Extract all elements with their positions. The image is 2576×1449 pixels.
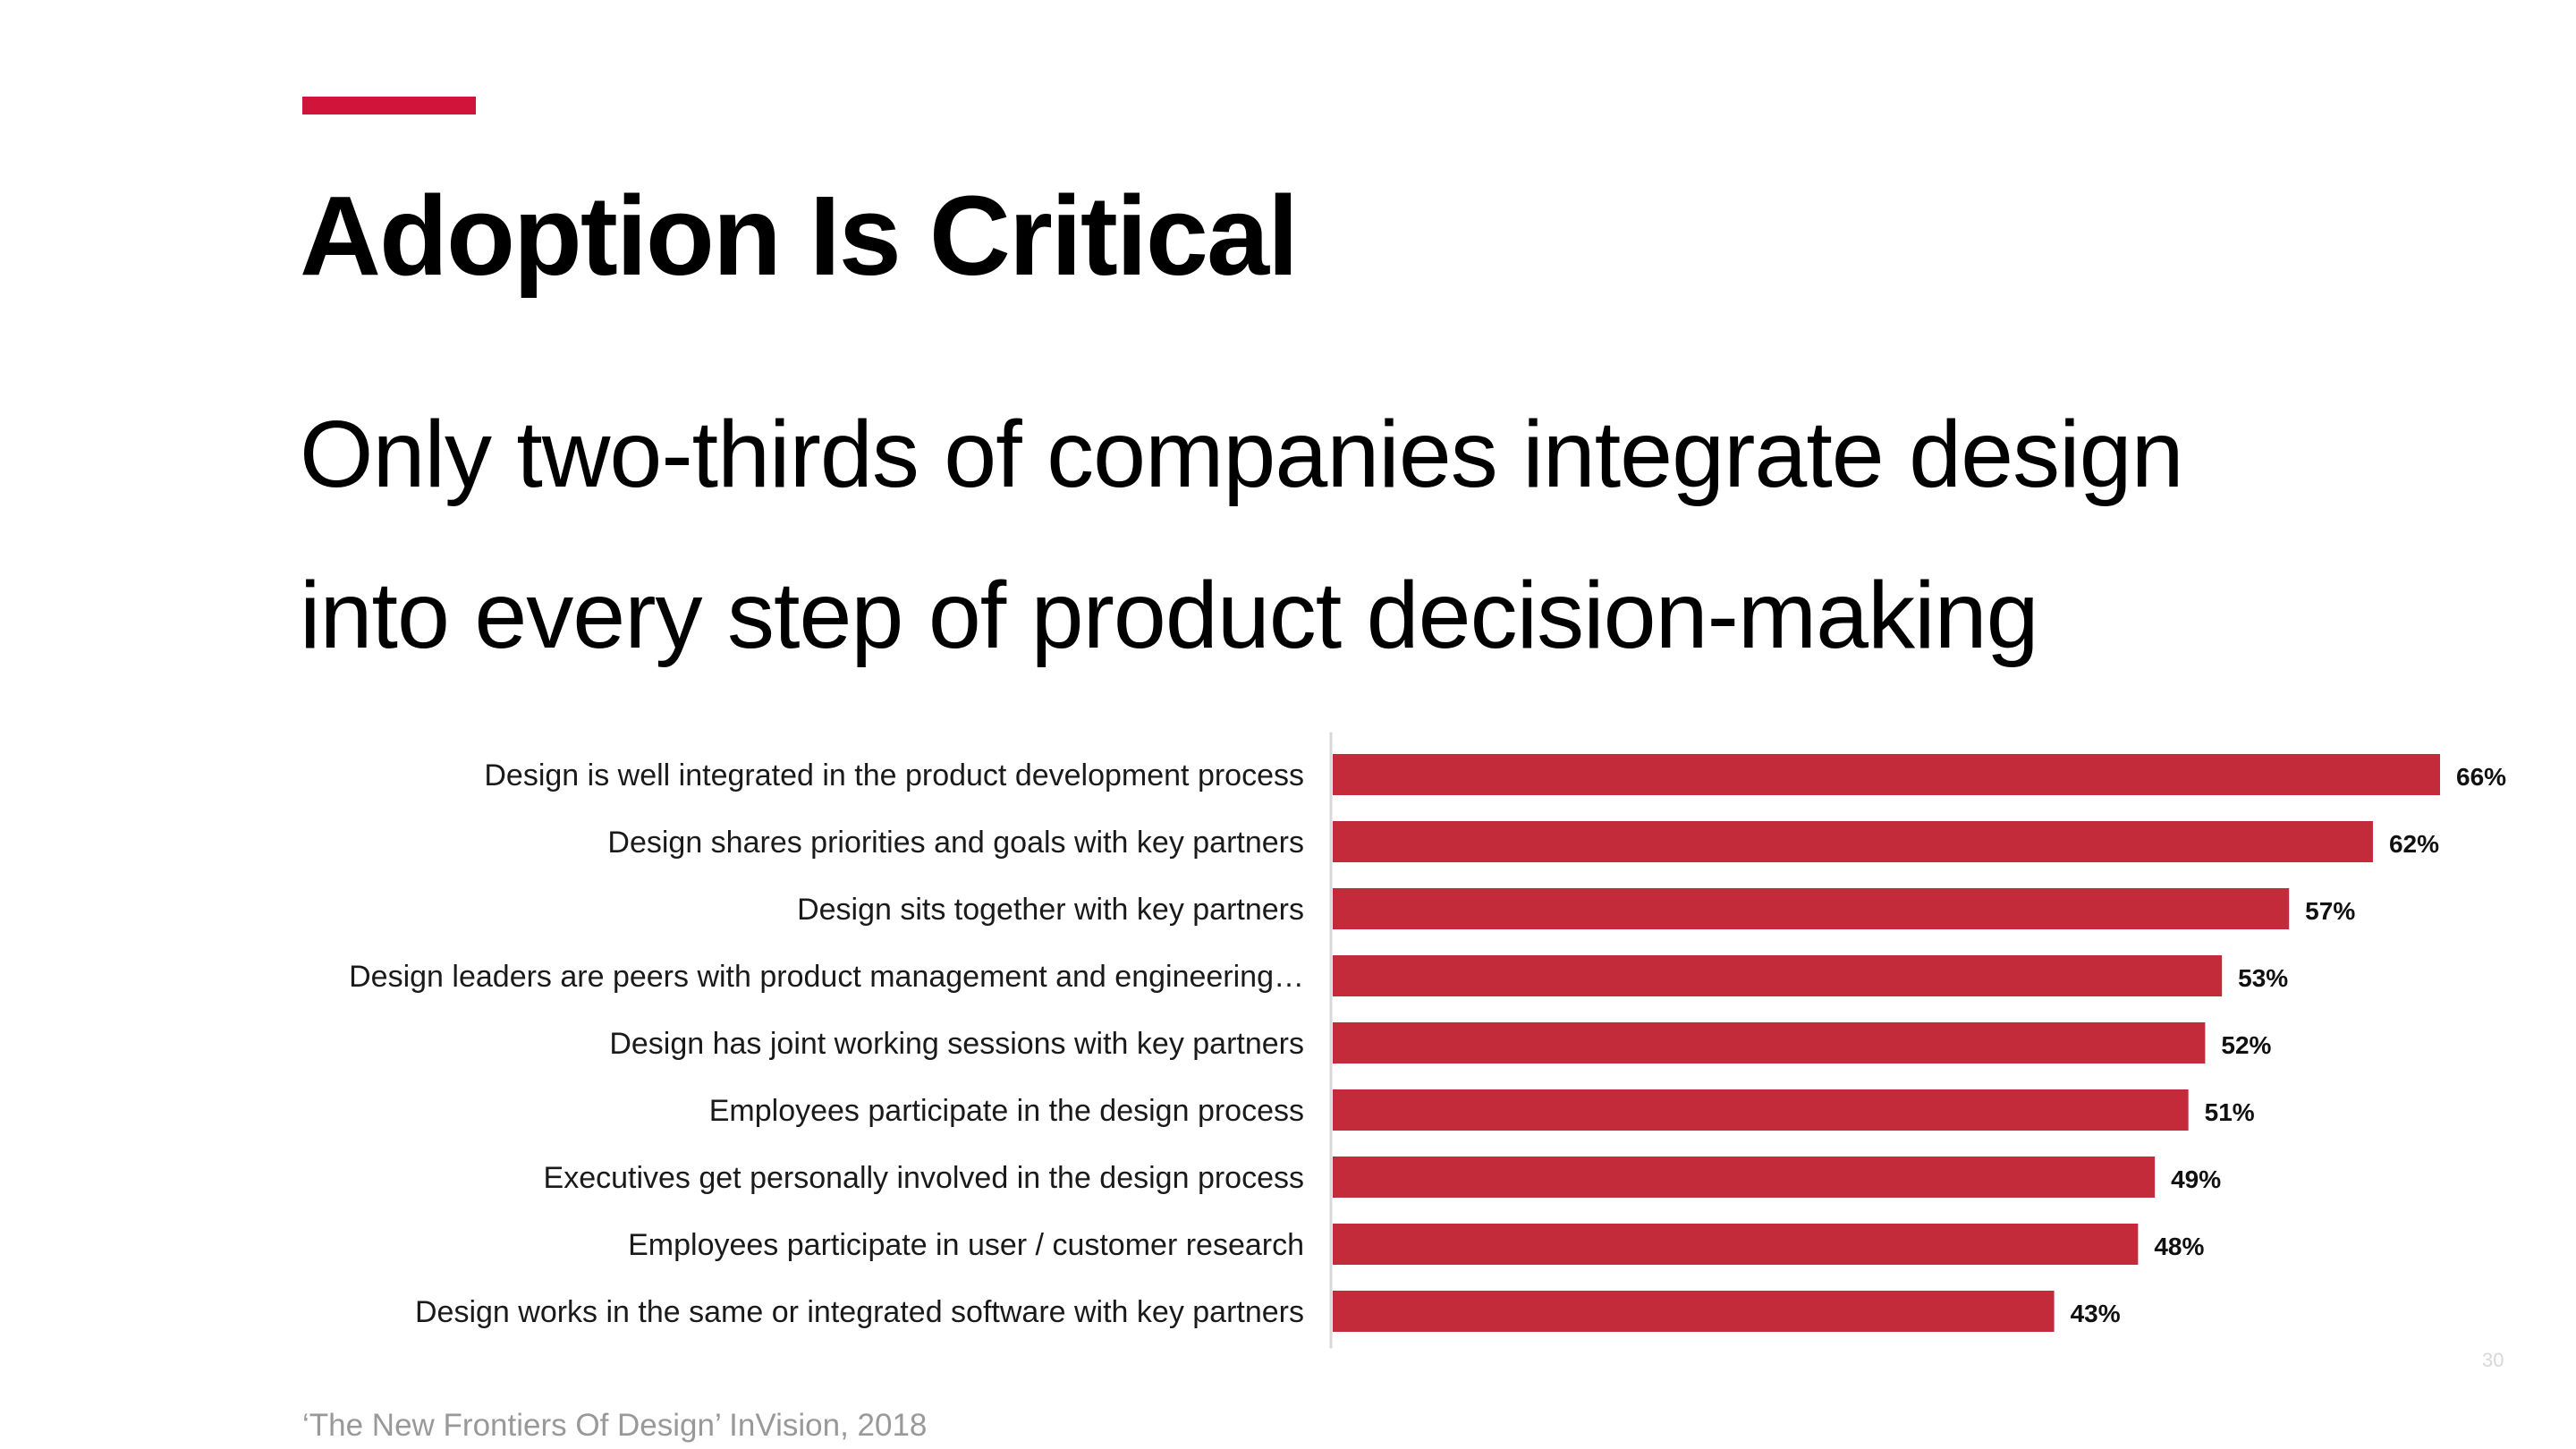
bar-6 (1333, 1157, 2156, 1198)
value-label-6: 49% (2171, 1165, 2221, 1193)
category-label-5: Employees participate in the design proc… (709, 1094, 1304, 1128)
category-label-4: Design has joint working sessions with k… (609, 1027, 1304, 1061)
value-label-1: 62% (2389, 830, 2439, 858)
bar-4 (1333, 1022, 2206, 1063)
slide-title: Adoption Is Critical (300, 173, 1299, 299)
source-citation: ‘The New Frontiers Of Design’ InVision, … (302, 1408, 928, 1443)
value-label-7: 48% (2154, 1233, 2204, 1260)
category-label-0: Design is well integrated in the product… (484, 758, 1304, 792)
category-label-1: Design shares priorities and goals with … (607, 826, 1304, 860)
title-accent-bar (302, 97, 476, 114)
bar-1 (1333, 821, 2373, 862)
bar-3 (1333, 955, 2223, 996)
category-label-3: Design leaders are peers with product ma… (349, 960, 1304, 994)
bar-7 (1333, 1224, 2139, 1265)
bar-2 (1333, 888, 2290, 929)
bar-8 (1333, 1291, 2055, 1332)
category-label-7: Employees participate in user / customer… (628, 1228, 1304, 1262)
bar-5 (1333, 1089, 2189, 1131)
value-label-3: 53% (2238, 964, 2288, 992)
category-label-8: Design works in the same or integrated s… (415, 1295, 1304, 1329)
category-label-2: Design sits together with key partners (797, 893, 1304, 927)
value-label-4: 52% (2221, 1031, 2271, 1059)
subtitle-line-1: Only two-thirds of companies integrate d… (300, 402, 2184, 507)
page-number: 30 (2482, 1349, 2504, 1371)
value-label-8: 43% (2071, 1300, 2121, 1327)
bar-0 (1333, 754, 2440, 795)
value-label-0: 66% (2456, 763, 2506, 791)
subtitle-line-2: into every step of product decision-maki… (300, 563, 2039, 668)
category-label-6: Executives get personally involved in th… (544, 1161, 1304, 1195)
value-label-2: 57% (2305, 897, 2355, 925)
value-label-5: 51% (2205, 1098, 2255, 1126)
